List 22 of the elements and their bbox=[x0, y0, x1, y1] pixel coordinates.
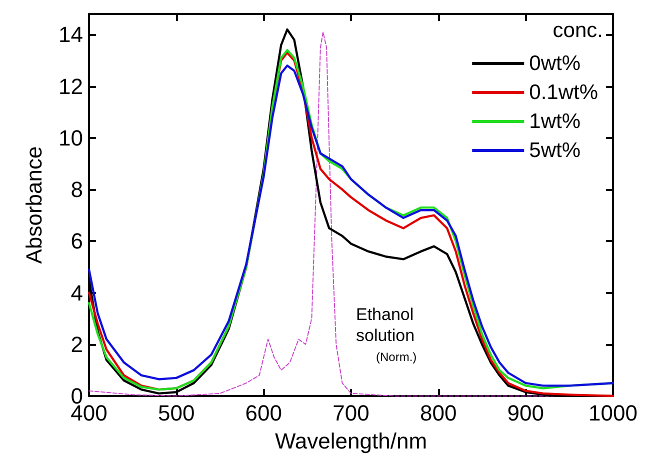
y-tick-label: 8 bbox=[70, 177, 83, 202]
y-tick-label: 14 bbox=[58, 22, 83, 48]
y-tick-label: 6 bbox=[70, 228, 83, 254]
x-tick-label: 700 bbox=[332, 400, 370, 426]
y-tick-label: 4 bbox=[70, 280, 83, 306]
y-tick-label: 12 bbox=[58, 74, 83, 99]
legend-label: 0.1wt% bbox=[529, 81, 598, 104]
x-tick-label: 500 bbox=[158, 400, 195, 426]
y-tick-label: 10 bbox=[58, 125, 83, 150]
annotation: Ethanol solution bbox=[356, 305, 415, 345]
y-tick-label: 2 bbox=[70, 332, 83, 357]
y-axis-title: Absorbance bbox=[22, 146, 46, 264]
legend-label: 0wt% bbox=[529, 52, 580, 75]
x-tick-label: 600 bbox=[245, 400, 282, 426]
legend-label: 5wt% bbox=[529, 139, 580, 162]
x-axis-title: Wavelength/nm bbox=[274, 428, 428, 454]
annotation: (Norm.) bbox=[376, 350, 417, 364]
x-tick-label: 900 bbox=[507, 400, 544, 426]
x-tick-label: 1000 bbox=[588, 400, 638, 426]
legend-label: 1wt% bbox=[529, 110, 580, 133]
legend-title: conc. bbox=[552, 19, 604, 42]
x-tick-label: 800 bbox=[420, 400, 457, 426]
